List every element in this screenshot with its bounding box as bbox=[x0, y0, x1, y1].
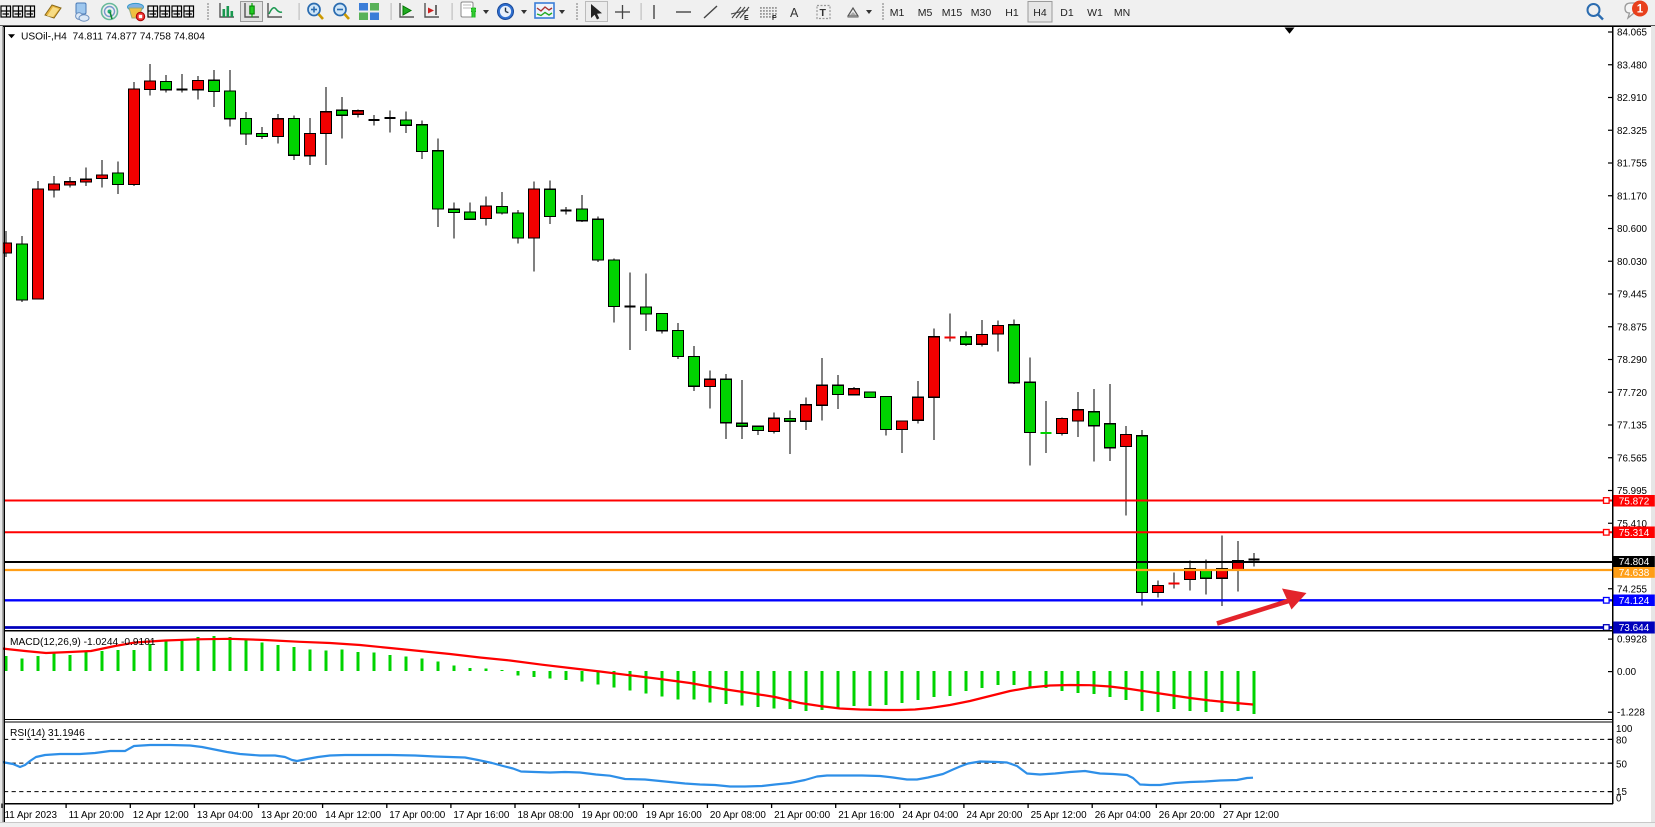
svg-text:26 Apr 20:00: 26 Apr 20:00 bbox=[1159, 810, 1216, 821]
svg-text:11 Apr 2023: 11 Apr 2023 bbox=[5, 810, 58, 821]
svg-text:0.00: 0.00 bbox=[1617, 667, 1637, 678]
svg-text:17 Apr 16:00: 17 Apr 16:00 bbox=[453, 810, 510, 821]
svg-text:77.720: 77.720 bbox=[1617, 388, 1648, 399]
svg-text:27 Apr 12:00: 27 Apr 12:00 bbox=[1223, 810, 1280, 821]
svg-text:81.755: 81.755 bbox=[1617, 159, 1648, 170]
svg-text:75.314: 75.314 bbox=[1619, 528, 1650, 539]
svg-text:E: E bbox=[744, 15, 749, 22]
svg-text:F: F bbox=[772, 15, 777, 22]
svg-text:RSI(14) 31.1946: RSI(14) 31.1946 bbox=[10, 728, 85, 739]
svg-text:80.030: 80.030 bbox=[1617, 257, 1648, 268]
svg-text:12 Apr 12:00: 12 Apr 12:00 bbox=[133, 810, 190, 821]
svg-text:H4: H4 bbox=[1033, 7, 1047, 19]
svg-text:19 Apr 16:00: 19 Apr 16:00 bbox=[646, 810, 703, 821]
svg-text:USOil-,H4 74.811 74.877 74.75: USOil-,H4 74.811 74.877 74.758 74.804 bbox=[21, 32, 205, 43]
svg-text:-1.228: -1.228 bbox=[1617, 708, 1645, 719]
svg-text:74.124: 74.124 bbox=[1619, 596, 1650, 607]
svg-text:82.325: 82.325 bbox=[1617, 126, 1648, 137]
svg-text:75.410: 75.410 bbox=[1617, 519, 1648, 530]
svg-text:74.255: 74.255 bbox=[1617, 584, 1648, 595]
svg-text:0: 0 bbox=[1616, 793, 1622, 804]
svg-text:M5: M5 bbox=[918, 7, 933, 19]
svg-text:24 Apr 04:00: 24 Apr 04:00 bbox=[902, 810, 959, 821]
svg-text:14 Apr 12:00: 14 Apr 12:00 bbox=[325, 810, 382, 821]
svg-text:81.170: 81.170 bbox=[1617, 191, 1648, 202]
svg-text:74.804: 74.804 bbox=[1619, 557, 1650, 568]
svg-text:78.875: 78.875 bbox=[1617, 322, 1648, 333]
svg-text:A: A bbox=[790, 6, 799, 20]
svg-text:75.872: 75.872 bbox=[1619, 496, 1650, 507]
svg-text:13 Apr 04:00: 13 Apr 04:00 bbox=[197, 810, 254, 821]
svg-text:21 Apr 00:00: 21 Apr 00:00 bbox=[774, 810, 831, 821]
svg-text:1: 1 bbox=[1637, 4, 1644, 16]
svg-text:76.565: 76.565 bbox=[1617, 453, 1648, 464]
svg-text:MACD(12,26,9) -1.0244 -0.9101: MACD(12,26,9) -1.0244 -0.9101 bbox=[10, 637, 156, 648]
svg-text:20 Apr 08:00: 20 Apr 08:00 bbox=[710, 810, 767, 821]
svg-text:78.290: 78.290 bbox=[1617, 355, 1648, 366]
svg-text:50: 50 bbox=[1616, 759, 1627, 770]
svg-text:24 Apr 20:00: 24 Apr 20:00 bbox=[966, 810, 1023, 821]
svg-text:21 Apr 16:00: 21 Apr 16:00 bbox=[838, 810, 895, 821]
svg-text:80: 80 bbox=[1616, 735, 1627, 746]
svg-text:11 Apr 20:00: 11 Apr 20:00 bbox=[69, 810, 125, 821]
svg-text:T: T bbox=[820, 7, 827, 19]
svg-text:74.638: 74.638 bbox=[1619, 568, 1650, 579]
svg-text:18 Apr 08:00: 18 Apr 08:00 bbox=[518, 810, 575, 821]
svg-text:0.9928: 0.9928 bbox=[1617, 635, 1648, 646]
svg-text:M30: M30 bbox=[971, 7, 992, 19]
svg-text:83.480: 83.480 bbox=[1617, 60, 1648, 71]
svg-text:H1: H1 bbox=[1005, 7, 1019, 19]
svg-text:19 Apr 00:00: 19 Apr 00:00 bbox=[582, 810, 639, 821]
svg-text:26 Apr 04:00: 26 Apr 04:00 bbox=[1095, 810, 1152, 821]
svg-text:79.445: 79.445 bbox=[1617, 290, 1648, 301]
svg-text:25 Apr 12:00: 25 Apr 12:00 bbox=[1031, 810, 1088, 821]
svg-text:100: 100 bbox=[1616, 724, 1633, 735]
svg-text:80.600: 80.600 bbox=[1617, 224, 1648, 235]
svg-text:15: 15 bbox=[1616, 787, 1627, 798]
svg-text:84.065: 84.065 bbox=[1617, 28, 1648, 39]
svg-text:82.910: 82.910 bbox=[1617, 93, 1648, 104]
svg-text:M1: M1 bbox=[890, 7, 905, 19]
svg-text:75.995: 75.995 bbox=[1617, 486, 1648, 497]
svg-text:W1: W1 bbox=[1087, 7, 1103, 19]
svg-text:M15: M15 bbox=[942, 7, 963, 19]
svg-text:MN: MN bbox=[1114, 7, 1130, 19]
svg-text:73.644: 73.644 bbox=[1619, 623, 1650, 634]
svg-text:13 Apr 20:00: 13 Apr 20:00 bbox=[261, 810, 318, 821]
svg-text:17 Apr 00:00: 17 Apr 00:00 bbox=[389, 810, 446, 821]
svg-text:D1: D1 bbox=[1060, 7, 1074, 19]
svg-text:77.135: 77.135 bbox=[1617, 421, 1648, 432]
